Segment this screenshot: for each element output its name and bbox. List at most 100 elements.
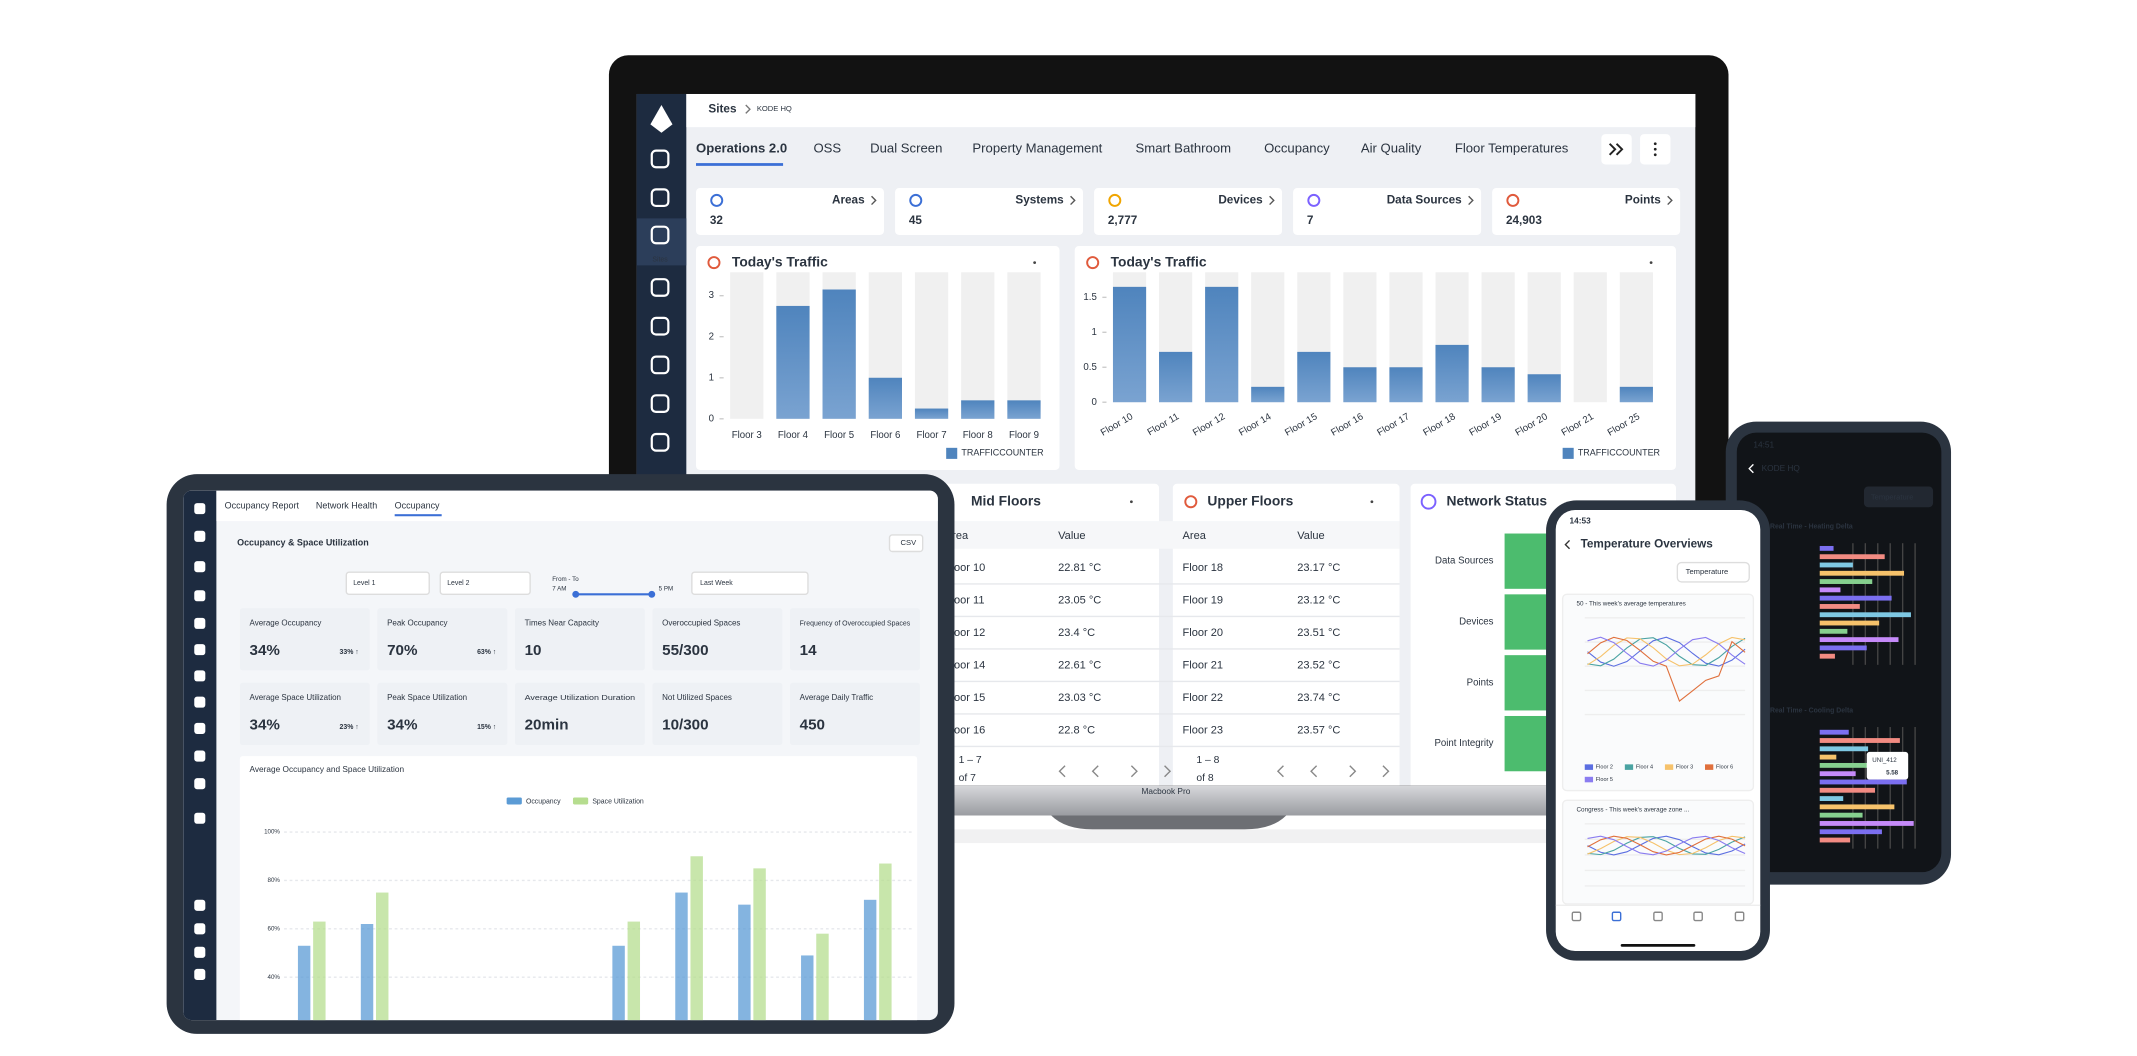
decor-line [1587,835,1746,856]
site-name: KODE HQ [1762,463,1801,473]
bar-background [1573,272,1607,403]
table-cell: 23.4 °C [1058,627,1095,639]
sidebar-icon [194,644,206,656]
stat-label: Data Sources [1387,194,1462,207]
legend-label: Floor 2 [1596,765,1613,771]
kpi-label: Average Daily Traffic [800,693,874,702]
kpi-change: 23% ↑ [340,724,359,731]
kpi-label: Average Space Utilization [250,693,341,702]
filter-label: Level 1 [353,580,375,587]
chart-card [1561,799,1755,905]
sidebar-icon [194,968,206,980]
pager-arrow [1349,765,1357,778]
dropdown-label: Temperature [1871,493,1914,502]
legend-swatch [1705,764,1714,770]
nav-icon [1611,911,1622,922]
sidebar-icon [194,899,206,911]
stat-chevron [871,195,877,206]
stat-value: 45 [909,214,923,227]
decor-bar [1819,821,1914,826]
stat-value: 32 [710,214,724,227]
dropdown [1863,486,1934,508]
decor-bar [1819,829,1882,835]
bar [776,305,810,419]
tooltip [1866,751,1909,780]
table-cell: 23.05 °C [1058,594,1101,606]
decor-bar [1819,729,1849,735]
table-cell: Floor 18 [1183,562,1224,574]
laptop-base-labels: Macbook Pro [1142,786,1191,796]
y-tick-label: 0 [1091,397,1096,408]
bar [487,1047,499,1056]
legend-label: Floor 5 [1596,777,1613,783]
bar [863,899,877,1021]
dropdown-label: Temperature [1686,567,1729,576]
tab: Floor Temperatures [1455,141,1569,156]
section-title: Occupancy & Space Utilization [237,538,369,548]
tab: Property Management [972,141,1102,156]
bar [1112,286,1147,403]
filter [691,571,809,596]
chart-card [1561,593,1755,792]
stat-label: Points [1625,194,1661,207]
table-header [940,521,1160,549]
breadcrumb: Sites [708,102,737,115]
sidebar-icon [650,149,670,169]
stat-label: Devices [1218,194,1263,207]
phone-front-content: 14:53 Temperature Overviews Temperature 50 … [1555,515,1761,947]
pager-arrow [1058,765,1066,778]
nav-icon [1734,911,1745,922]
x-tick-label: Floor 7 [917,430,947,441]
sidebar-icon [194,923,206,935]
status-label: Data Sources [1435,556,1494,567]
kpi-card [514,608,645,671]
tab: Operations 2.0 [696,141,787,156]
tab: Occupancy [1264,141,1330,156]
kpi-value: 70% [387,642,418,659]
chart-title: Today's Traffic [732,253,828,269]
pager: 1 – 8 [1196,755,1219,766]
column-header: Value [1297,530,1324,542]
tab: Air Quality [1361,141,1422,156]
legend-label: TRAFFICCOUNTER [1578,448,1661,458]
decor-line [1587,836,1746,856]
stat-value: 24,903 [1506,214,1542,227]
x-tick-label: Floor 8 [963,430,993,441]
back-arrow [1564,539,1571,550]
decor-bar [1819,612,1911,618]
decor-bar [1819,620,1880,626]
kpi-change: 33% ↑ [340,649,359,656]
pager: of 8 [1196,773,1214,784]
tab: Occupancy Report [225,500,300,510]
decor-bar [1819,804,1895,810]
table-cell: Floor 14 [945,659,986,671]
decor-line [1587,636,1746,667]
legend-swatch [506,797,522,805]
decor-bar [1819,628,1848,634]
tablet-topbar [216,490,938,522]
bar [1435,344,1469,403]
sidebar-icon [194,617,206,629]
stat-card [1492,187,1681,235]
table-cell: 22.8 °C [1058,724,1095,736]
pager-arrow [1310,765,1318,778]
tab-underline [394,514,442,517]
kpi-card [514,682,645,746]
stat-icon [1108,193,1122,207]
decor-bar [1819,812,1863,818]
menu-dot [1653,147,1657,151]
decor-bar [1819,738,1900,743]
sidebar-icon [194,590,206,602]
table-cell: Floor 12 [945,627,986,639]
kpi-label: Average Utilization Duration [525,693,636,702]
table-cell: 23.17 °C [1297,562,1340,574]
tooltip-label: UNI_412 [1872,757,1897,764]
sidebar-icon [194,530,206,542]
stat-icon [1506,193,1520,207]
kpi-card [239,682,370,746]
tooltip-value: 5.58 [1886,769,1899,776]
sidebar-icon [650,188,670,208]
stat-value: 7 [1307,214,1314,227]
decor-bar [1819,771,1856,777]
